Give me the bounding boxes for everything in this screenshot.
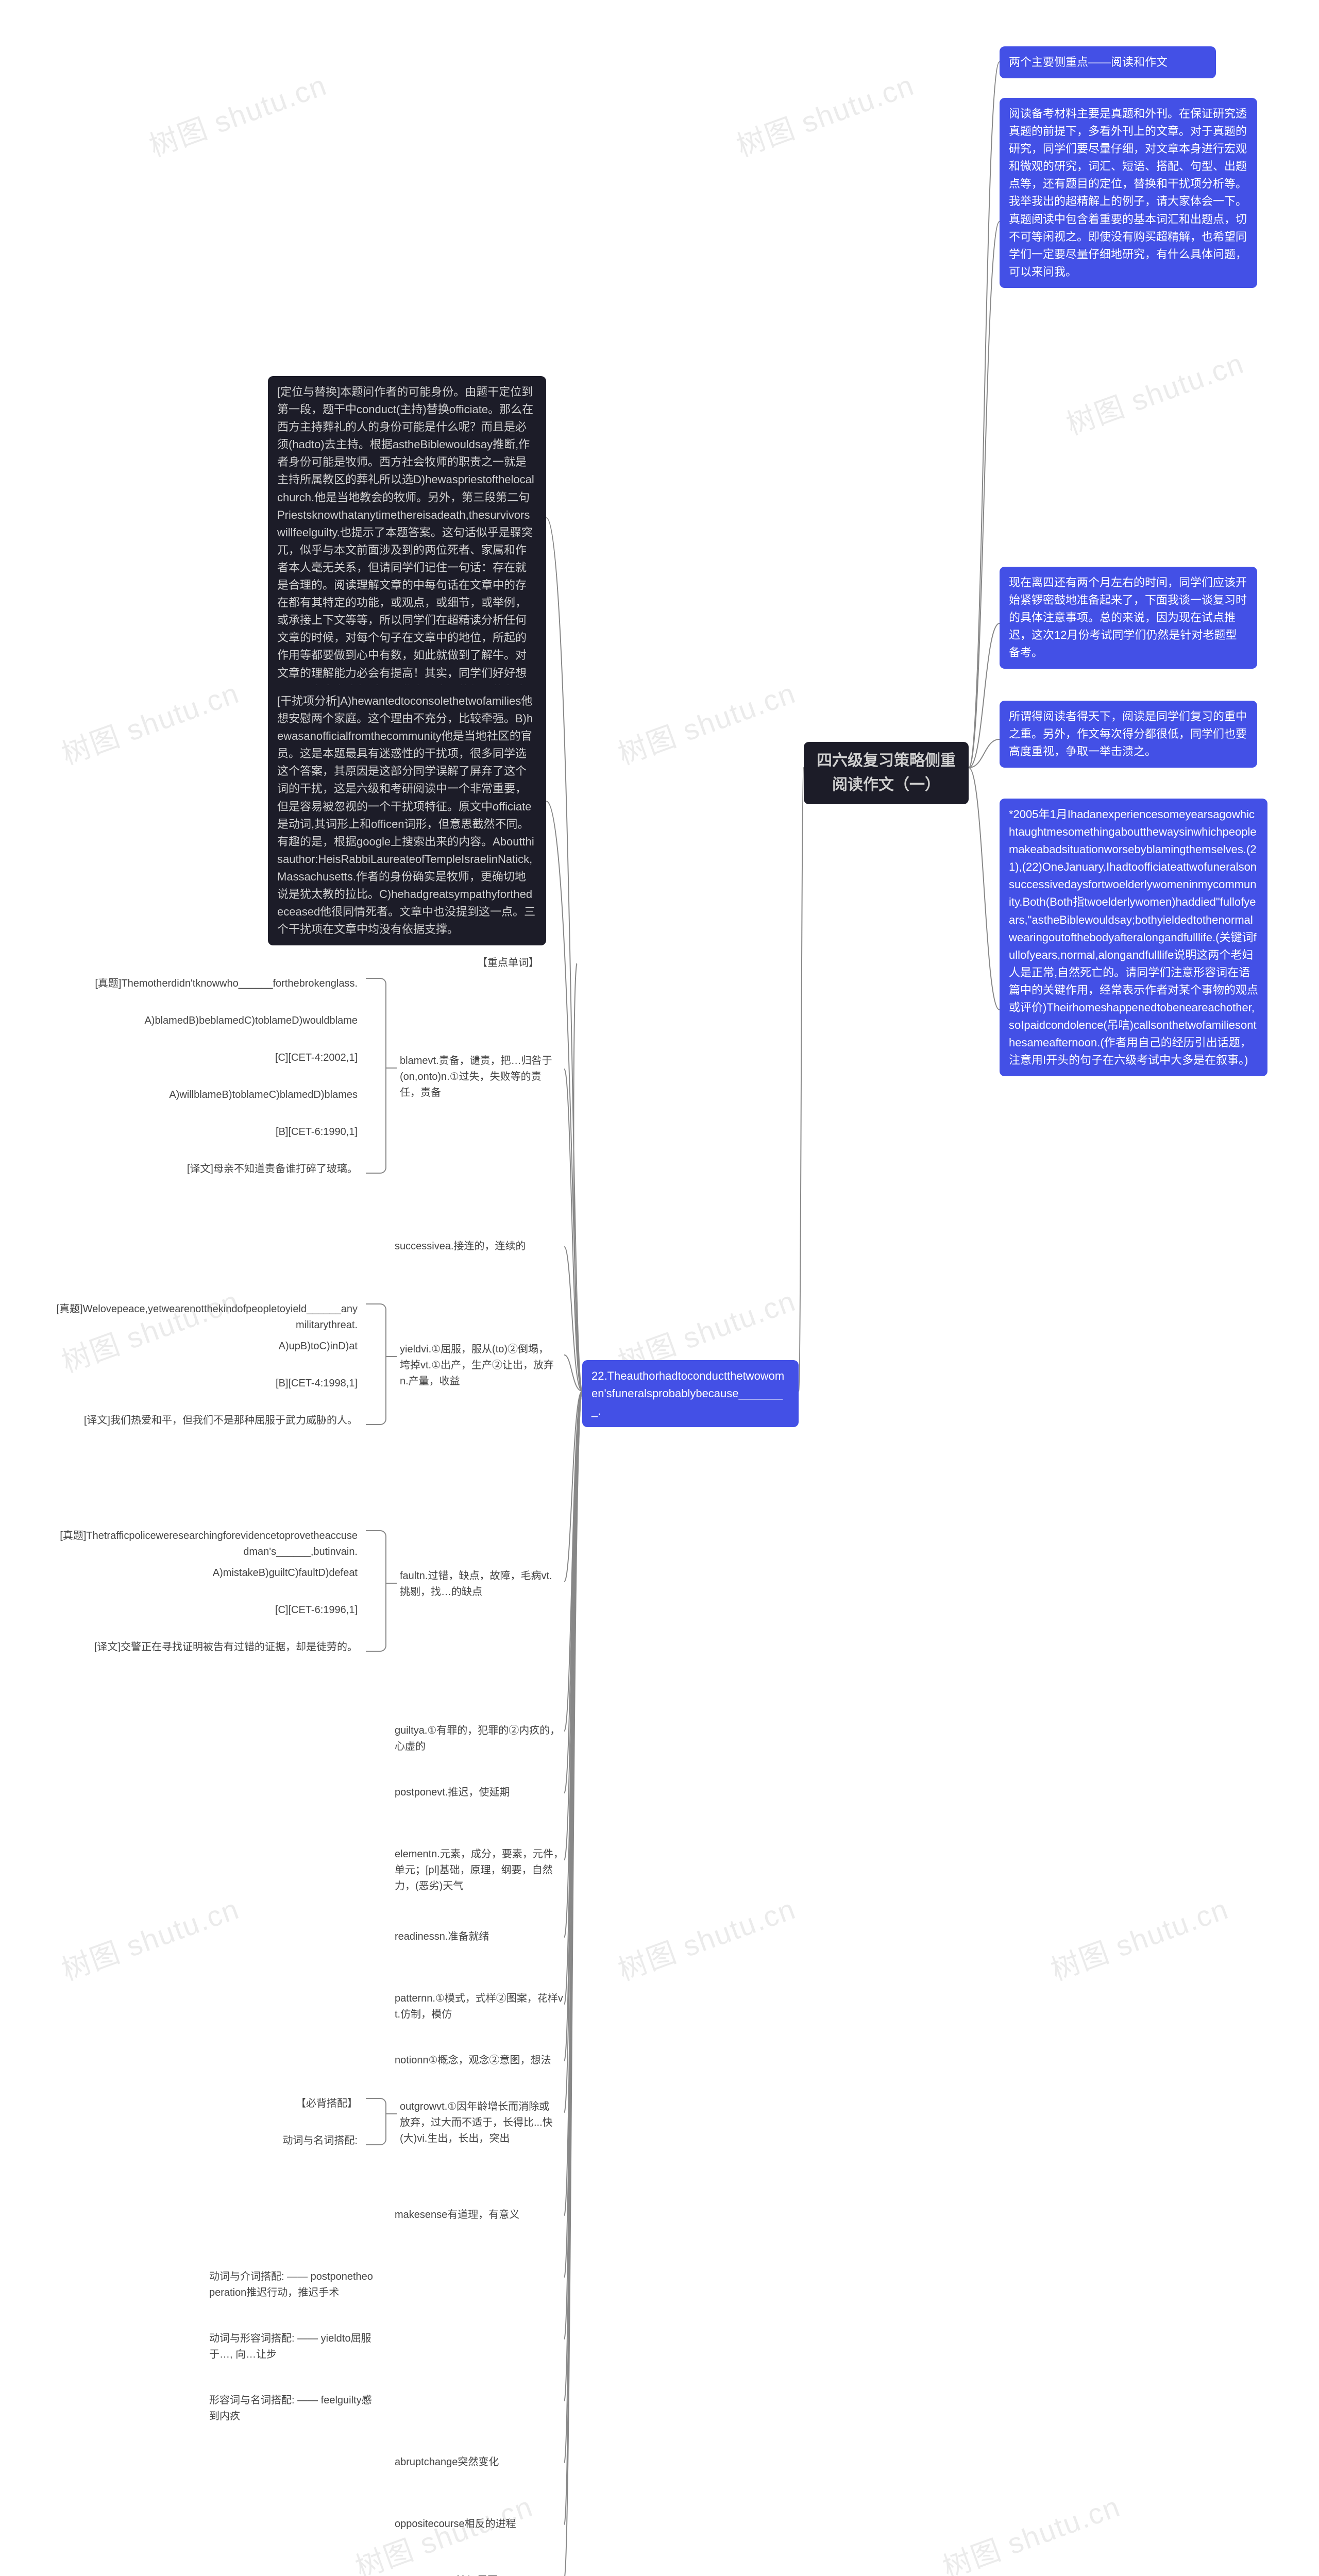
watermark: 树图 shutu.cn bbox=[55, 670, 244, 773]
bracket-connector bbox=[386, 1583, 397, 1584]
right-node-r2[interactable]: 阅读备考材料主要是真题和外刊。在保证研究透真题的前提下，多看外刊上的文章。对于真… bbox=[1000, 98, 1257, 288]
keyword-g-yield: yieldvi.①屈服，服从(to)②倒塌，垮掉vt.①出产，生产②让出，放弃n… bbox=[397, 1340, 562, 1392]
plain-row: oppositecourse相反的进程 bbox=[392, 2514, 567, 2534]
bracket-connector bbox=[386, 2113, 397, 2114]
plain-row: 形容词与名词搭配: —— feelguilty感到内疚 bbox=[206, 2391, 381, 2427]
plain-row: guiltya.①有罪的，犯罪的②内疚的，心虚的 bbox=[392, 1721, 567, 1757]
keyword-g-fault: faultn.过错，缺点，故障，毛病vt.挑剔，找…的缺点 bbox=[397, 1566, 562, 1602]
watermark: 树图 shutu.cn bbox=[612, 670, 801, 773]
keyword-g-blame: blamevt.责备，谴责，把…归咎于(on,onto)n.①过失，失败等的责任… bbox=[397, 1051, 562, 1103]
left-node-l2[interactable]: [干扰项分析]A)hewantedtoconsolethetwofamilies… bbox=[268, 685, 546, 945]
left-node-l1[interactable]: [定位与替换]本题问作者的可能身份。由题干定位到第一段，题干中conduct(主… bbox=[268, 376, 546, 724]
plain-row: makesense有道理，有意义 bbox=[392, 2205, 567, 2225]
plain-row: readinessn.准备就绪 bbox=[392, 1927, 567, 1947]
plain-row: 动词与介词搭配: —— postponetheoperation推迟行动，推迟手… bbox=[206, 2267, 381, 2303]
group-item: [真题]Welovepeace,yetwearenotthekindofpeop… bbox=[52, 1299, 361, 1335]
group-item: [C][CET-6:1996,1] bbox=[52, 1600, 361, 1620]
group-item: A)willblameB)toblameC)blamedD)blames bbox=[52, 1085, 361, 1105]
group-item: A)mistakeB)guiltC)faultD)defeat bbox=[52, 1563, 361, 1583]
bracket bbox=[366, 1530, 386, 1652]
plain-row: 动词与形容词搭配: —— yieldto屈服于…, 向…让步 bbox=[206, 2329, 381, 2365]
connector-lines bbox=[0, 0, 1319, 2576]
watermark: 树图 shutu.cn bbox=[612, 1886, 801, 1989]
bracket bbox=[366, 2098, 386, 2145]
plain-row: notionn①概念，观念②意图，想法 bbox=[392, 2050, 567, 2071]
right-node-r4[interactable]: 所谓得阅读者得天下，阅读是同学们复习的重中之重。另外，作文每次得分都很低，同学们… bbox=[1000, 701, 1257, 768]
watermark: 树图 shutu.cn bbox=[1044, 1886, 1233, 1989]
group-item: [真题]Thetrafficpoliceweresearchingforevid… bbox=[52, 1526, 361, 1562]
left-node-q22[interactable]: 22.Theauthorhadtoconductthetwowomen'sfun… bbox=[582, 1360, 799, 1427]
plain-row: pressingneed迫切需要[1][2] bbox=[392, 2571, 567, 2576]
bracket-connector bbox=[386, 1067, 397, 1069]
bracket-connector bbox=[386, 1356, 397, 1357]
right-node-r5[interactable]: *2005年1月Ihadanexperiencesomeyearsagowhic… bbox=[1000, 799, 1267, 1076]
group-item: [C][CET-4:2002,1] bbox=[52, 1048, 361, 1068]
watermark: 树图 shutu.cn bbox=[143, 62, 332, 165]
group-item: 【必背搭配】 bbox=[52, 2094, 361, 2114]
right-node-r1[interactable]: 两个主要侧重点——阅读和作文 bbox=[1000, 46, 1216, 78]
keyword-g-outgrow: outgrowvt.①因年龄增长而消除或放弃，过大而不适于，长得比...快(大)… bbox=[397, 2097, 562, 2149]
group-item: [真题]Themotherdidn'tknowwho______forthebr… bbox=[52, 974, 361, 994]
group-item: 动词与名词搭配: bbox=[52, 2131, 361, 2151]
right-node-r3[interactable]: 现在离四还有两个月左右的时间，同学们应该开始紧锣密鼓地准备起来了，下面我谈一谈复… bbox=[1000, 567, 1257, 669]
group-item: [B][CET-4:1998,1] bbox=[52, 1374, 361, 1394]
plain-row: elementn.元素，成分，要素，元件，单元；[pl]基础，原理，纲要，自然力… bbox=[392, 1844, 567, 1896]
group-item: [译文]交警正在寻找证明被告有过错的证据，却是徒劳的。 bbox=[52, 1637, 361, 1657]
bracket bbox=[366, 978, 386, 1174]
plain-row: abruptchange突然变化 bbox=[392, 2452, 567, 2472]
watermark: 树图 shutu.cn bbox=[1060, 341, 1249, 444]
plain-row: successivea.接连的，连续的 bbox=[392, 1236, 567, 1257]
group-item: [译文]母亲不知道责备谁打碎了玻璃。 bbox=[52, 1159, 361, 1179]
watermark: 树图 shutu.cn bbox=[936, 2484, 1125, 2576]
group-item: A)upB)toC)inD)at bbox=[52, 1336, 361, 1357]
plain-row: patternn.①模式，式样②图案，花样vt.仿制，模仿 bbox=[392, 1989, 567, 2025]
watermark: 树图 shutu.cn bbox=[730, 62, 919, 165]
watermark: 树图 shutu.cn bbox=[55, 1886, 244, 1989]
group-item: A)blamedB)beblamedC)toblameD)wouldblame bbox=[52, 1011, 361, 1031]
left-node-l-vocab[interactable]: 【重点单词】 bbox=[474, 953, 577, 973]
group-item: [译文]我们热爱和平，但我们不是那种屈服于武力威胁的人。 bbox=[52, 1411, 361, 1431]
plain-row: postponevt.推迟，使延期 bbox=[392, 1783, 567, 1803]
root-node[interactable]: 四六级复习策略侧重阅读作文（一） bbox=[804, 742, 969, 804]
group-item: [B][CET-6:1990,1] bbox=[52, 1122, 361, 1142]
bracket bbox=[366, 1303, 386, 1425]
